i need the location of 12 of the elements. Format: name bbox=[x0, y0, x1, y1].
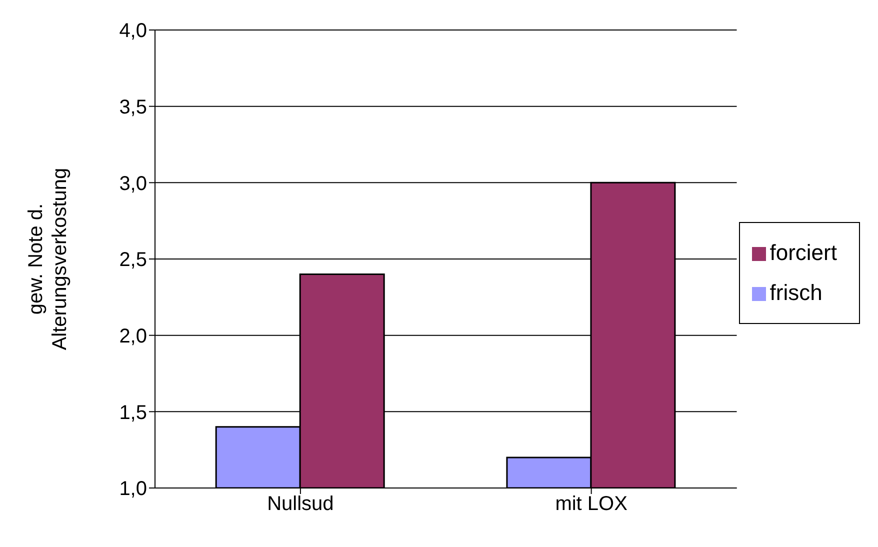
y-tick-label: 2,5 bbox=[119, 249, 147, 272]
y-tick-label: 1,5 bbox=[119, 402, 147, 424]
y-tick-label: 4,0 bbox=[119, 20, 147, 42]
x-tick-label: Nullsud bbox=[267, 493, 334, 516]
x-tick-label: mit LOX bbox=[555, 493, 628, 516]
y-axis-title: gew. Note d. Alterungsverkostung bbox=[25, 168, 71, 350]
legend-label: forciert bbox=[770, 240, 837, 265]
legend-label: frisch bbox=[770, 280, 822, 305]
y-tick-label: 3,5 bbox=[119, 96, 147, 118]
y-tick-label: 2,0 bbox=[119, 325, 147, 348]
y-tick-label: 1,0 bbox=[119, 478, 147, 500]
y-tick-label: 3,0 bbox=[119, 172, 147, 195]
